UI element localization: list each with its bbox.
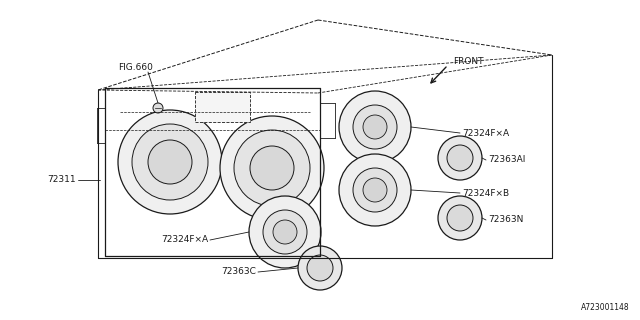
Circle shape <box>363 115 387 139</box>
Text: 72324F×A: 72324F×A <box>462 129 509 138</box>
Circle shape <box>353 168 397 212</box>
Circle shape <box>220 116 324 220</box>
Circle shape <box>353 105 397 149</box>
Circle shape <box>438 136 482 180</box>
Circle shape <box>118 110 222 214</box>
Text: 72363N: 72363N <box>488 215 524 225</box>
Circle shape <box>153 103 163 113</box>
Text: A723001148: A723001148 <box>581 303 630 312</box>
Circle shape <box>339 154 411 226</box>
Circle shape <box>263 210 307 254</box>
Text: 72324F×A: 72324F×A <box>161 236 208 244</box>
Circle shape <box>273 220 297 244</box>
Text: 72324F×B: 72324F×B <box>462 188 509 197</box>
Circle shape <box>438 196 482 240</box>
Circle shape <box>339 91 411 163</box>
Circle shape <box>234 130 310 206</box>
Text: 72311: 72311 <box>47 175 76 185</box>
Bar <box>195 92 250 122</box>
Circle shape <box>363 178 387 202</box>
Text: FIG.660: FIG.660 <box>118 63 153 73</box>
Circle shape <box>447 205 473 231</box>
Circle shape <box>249 196 321 268</box>
Text: 72363C: 72363C <box>221 268 256 276</box>
Circle shape <box>250 146 294 190</box>
Circle shape <box>307 255 333 281</box>
Text: FRONT: FRONT <box>453 58 483 67</box>
Circle shape <box>148 140 192 184</box>
Text: 72363AI: 72363AI <box>488 156 525 164</box>
Circle shape <box>298 246 342 290</box>
Circle shape <box>447 145 473 171</box>
Circle shape <box>132 124 208 200</box>
